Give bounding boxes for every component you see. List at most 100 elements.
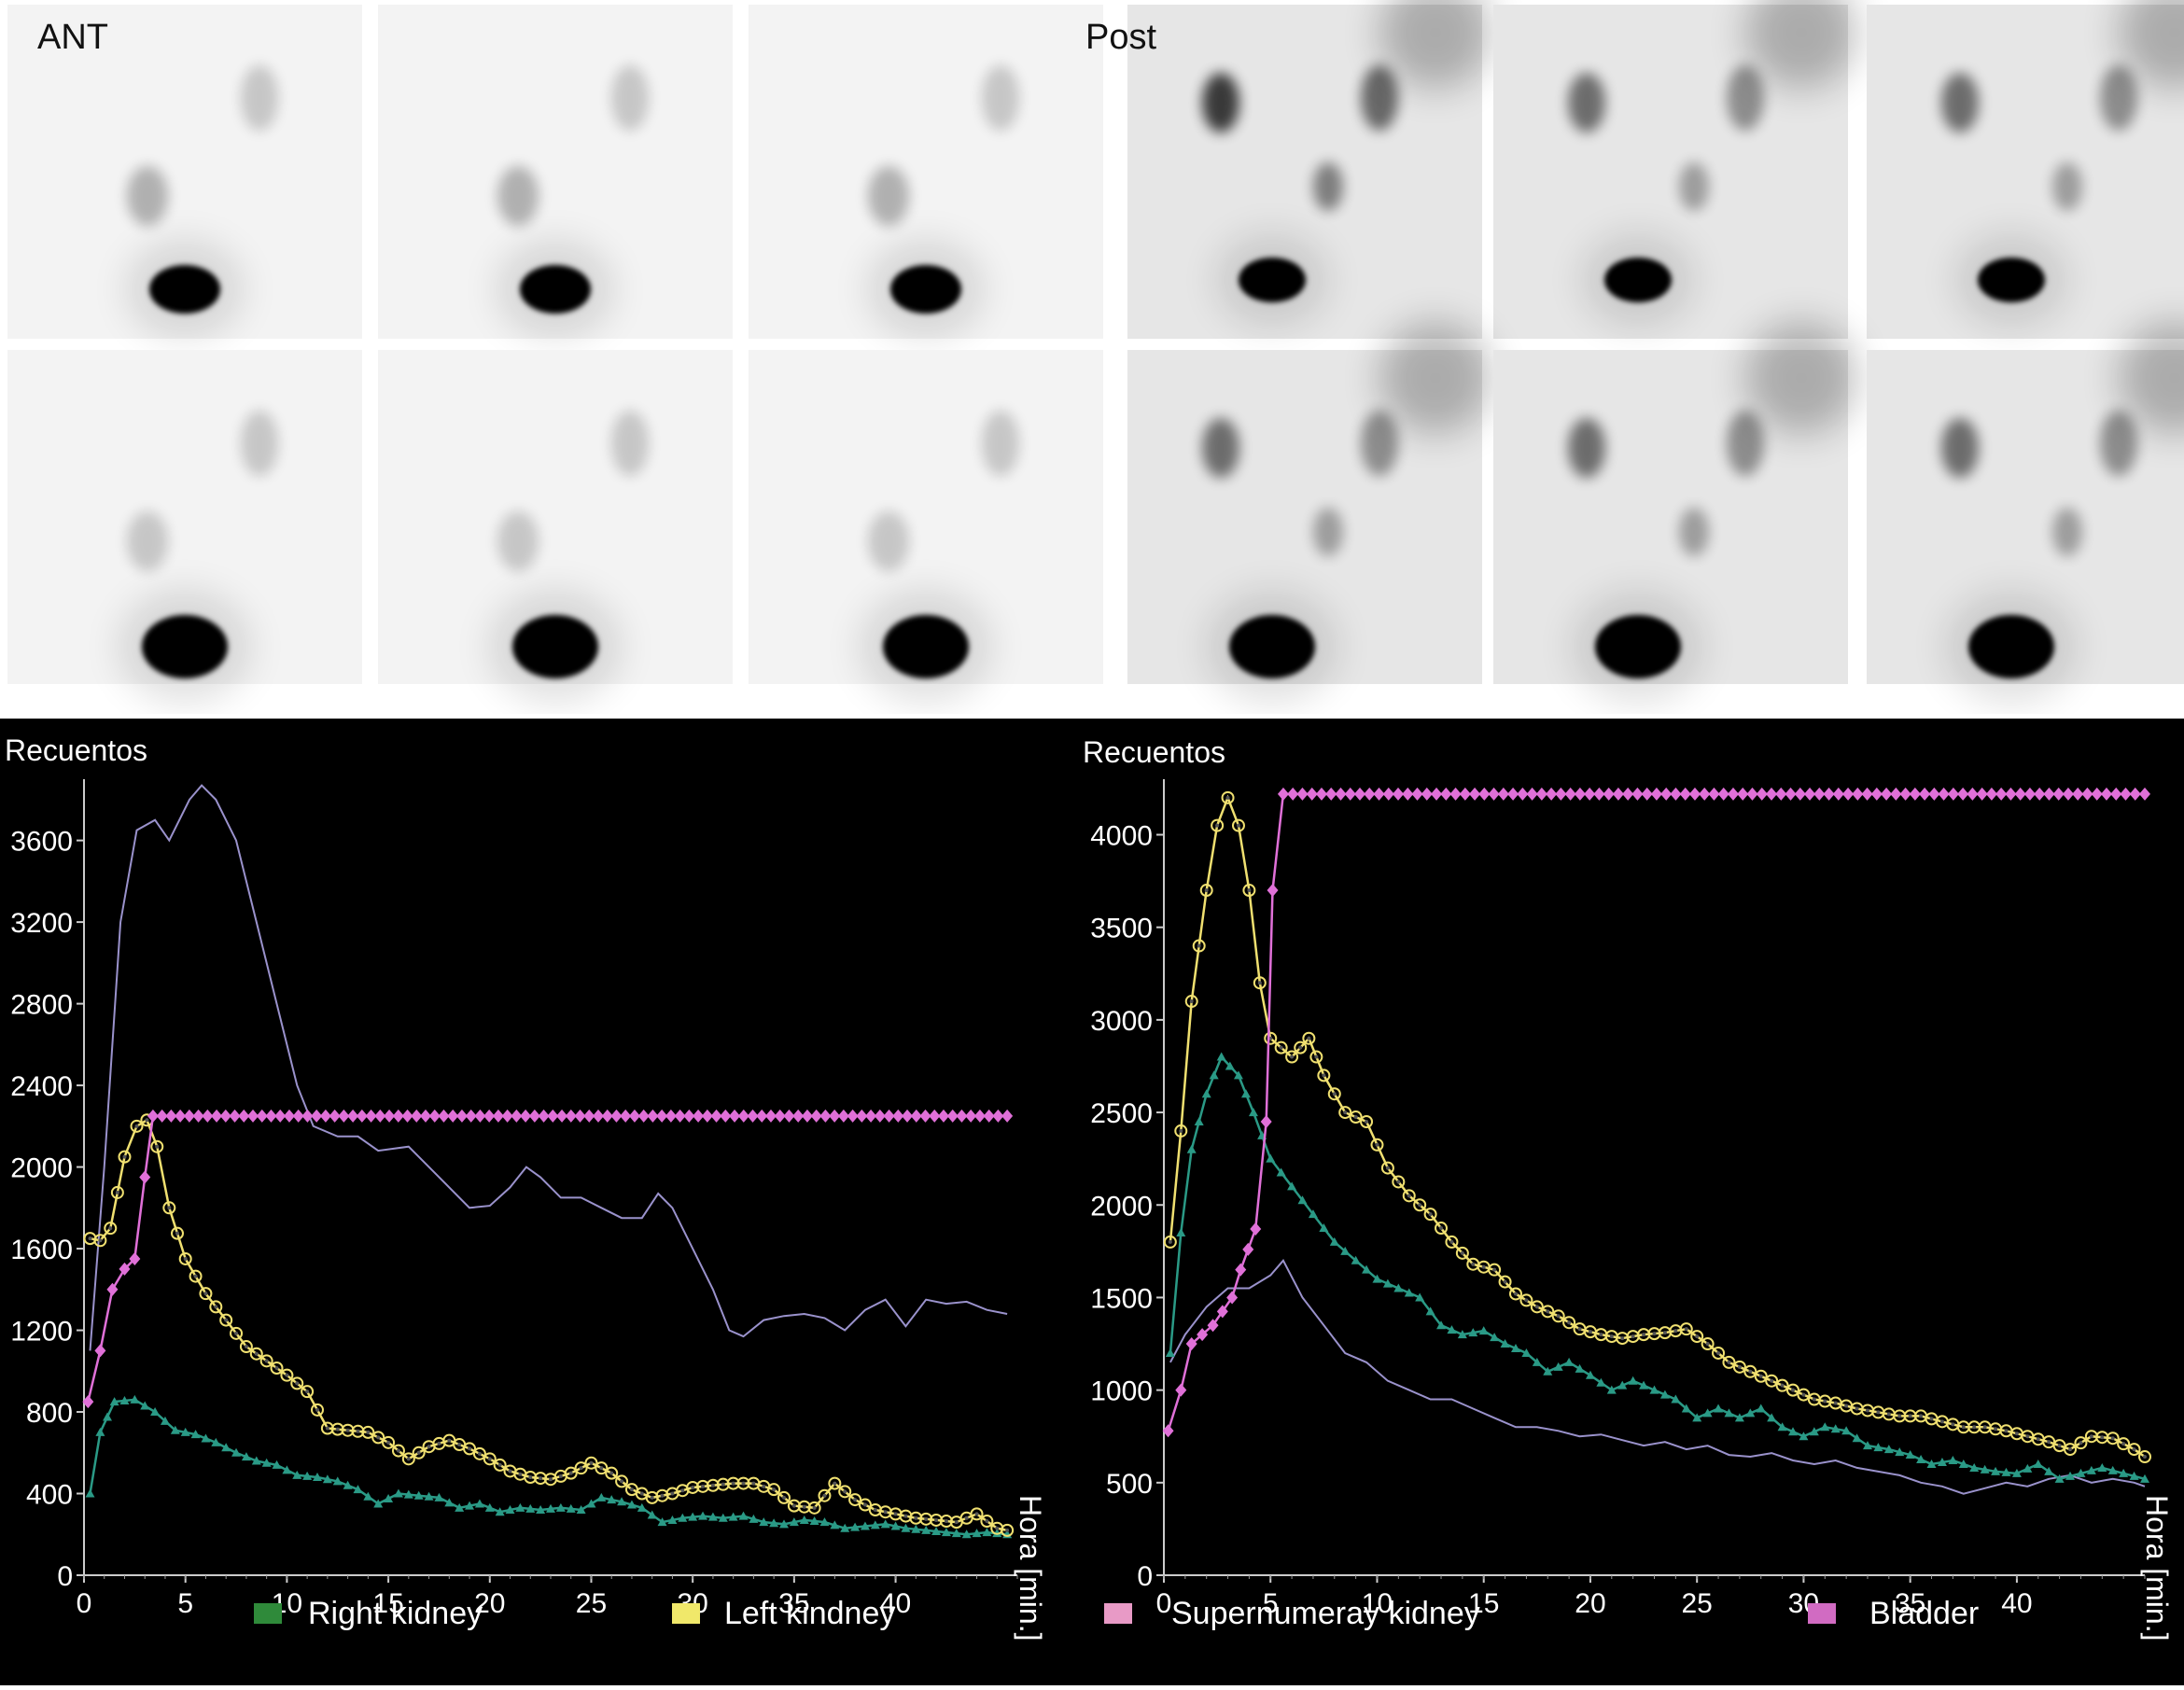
data-point: [1192, 939, 1206, 953]
organ-shadow: [2100, 411, 2137, 476]
data-point: [384, 1109, 396, 1123]
data-point: [484, 1502, 495, 1512]
data-point: [617, 1497, 627, 1506]
data-point: [1488, 787, 1500, 801]
data-point: [94, 1344, 106, 1358]
data-point-core: [115, 1190, 119, 1194]
data-point: [1899, 787, 1911, 801]
x-tick-label: 20: [474, 1588, 505, 1619]
data-point: [657, 1517, 667, 1527]
data-point-core: [2047, 1440, 2051, 1445]
kidney-shadow: [497, 166, 539, 226]
data-point: [1617, 1380, 1628, 1390]
data-point: [106, 1282, 119, 1296]
data-point-core: [1279, 1045, 1283, 1050]
data-point-core: [862, 1502, 867, 1507]
bladder-halo: [868, 241, 984, 338]
data-point-core: [995, 1526, 1000, 1530]
data-point: [1895, 1447, 1905, 1457]
data-point: [1478, 787, 1491, 801]
data-point: [1756, 1404, 1766, 1413]
data-point: [447, 1109, 459, 1123]
data-point-core: [88, 1236, 92, 1241]
kidney-shadow: [1202, 73, 1239, 133]
bladder-series: [82, 1109, 1014, 1409]
data-point: [1402, 1189, 1416, 1203]
scan-frame: [749, 5, 1103, 339]
data-point: [972, 1529, 982, 1538]
data-point: [2106, 1432, 2120, 1446]
x-tick-label: 0: [1156, 1588, 1172, 1619]
data-point-core: [305, 1390, 310, 1394]
organ-shadow: [2119, 0, 2184, 89]
data-point-core: [427, 1445, 431, 1449]
data-point-core: [670, 1491, 675, 1496]
ant-view-label: ANT: [37, 18, 108, 57]
data-point: [992, 1529, 1002, 1538]
data-point: [239, 1340, 253, 1354]
data-point: [1732, 1360, 1746, 1374]
data-point: [1510, 1343, 1520, 1352]
data-point-core: [1225, 795, 1230, 800]
data-point-core: [1343, 1110, 1348, 1115]
data-point: [696, 1479, 710, 1493]
x-tick-label: 20: [1575, 1588, 1605, 1619]
data-point-core: [254, 1351, 259, 1356]
data-point-core: [1236, 823, 1240, 828]
data-point: [716, 1477, 730, 1491]
data-point-core: [1460, 1250, 1464, 1255]
data-point: [1353, 787, 1365, 801]
organ-shadow: [241, 411, 278, 476]
data-point: [1809, 1427, 1819, 1436]
data-point: [2023, 1463, 2033, 1473]
data-point-core: [2110, 1436, 2115, 1441]
data-point: [384, 1493, 394, 1502]
data-point: [170, 1425, 180, 1434]
data-point: [605, 1466, 619, 1480]
data-point-core: [2132, 1447, 2136, 1452]
data-point-core: [1908, 1414, 1912, 1418]
data-point: [1562, 1316, 1576, 1330]
data-point-core: [1865, 1408, 1869, 1413]
data-point-core: [944, 1519, 948, 1524]
data-point: [1919, 787, 1931, 801]
organ-shadow: [1379, 322, 1491, 434]
data-point: [1216, 1052, 1226, 1061]
data-point: [1431, 787, 1443, 801]
data-point: [1641, 787, 1653, 801]
data-point-core: [1620, 1336, 1625, 1341]
data-point-core: [1919, 1414, 1924, 1418]
data-point: [2129, 787, 2141, 801]
kidney-shadow: [1313, 508, 1343, 556]
data-point-core: [1396, 1180, 1401, 1184]
data-point: [1670, 787, 1682, 801]
data-point: [1184, 995, 1198, 1009]
y-tick-label: 1500: [1090, 1283, 1153, 1314]
data-point: [1233, 1070, 1243, 1080]
data-point: [767, 1483, 781, 1497]
data-point: [946, 1109, 959, 1123]
data-point: [1938, 787, 1950, 801]
data-point-core: [2025, 1434, 2030, 1439]
data-point: [779, 1519, 789, 1529]
data-point-core: [822, 1493, 827, 1498]
data-point: [1785, 787, 1797, 801]
data-point-core: [1503, 1279, 1507, 1284]
data-point: [1360, 1114, 1374, 1128]
data-point: [1297, 1195, 1308, 1205]
data-point: [1883, 1445, 1894, 1454]
y-axis-label: Recuentos: [5, 733, 147, 767]
data-point: [1543, 1366, 1553, 1376]
data-point-core: [1418, 1203, 1422, 1208]
legend-swatch-bladder: [1808, 1603, 1836, 1624]
data-point-core: [508, 1469, 512, 1474]
data-point-core: [1407, 1194, 1411, 1198]
data-point: [1469, 787, 1481, 801]
data-point-core: [356, 1429, 360, 1433]
data-point-core: [386, 1440, 391, 1445]
data-point: [910, 1109, 922, 1123]
data-point: [2072, 787, 2084, 801]
data-point: [801, 1109, 813, 1123]
data-point: [311, 1403, 324, 1417]
scan-frame: [378, 5, 733, 339]
